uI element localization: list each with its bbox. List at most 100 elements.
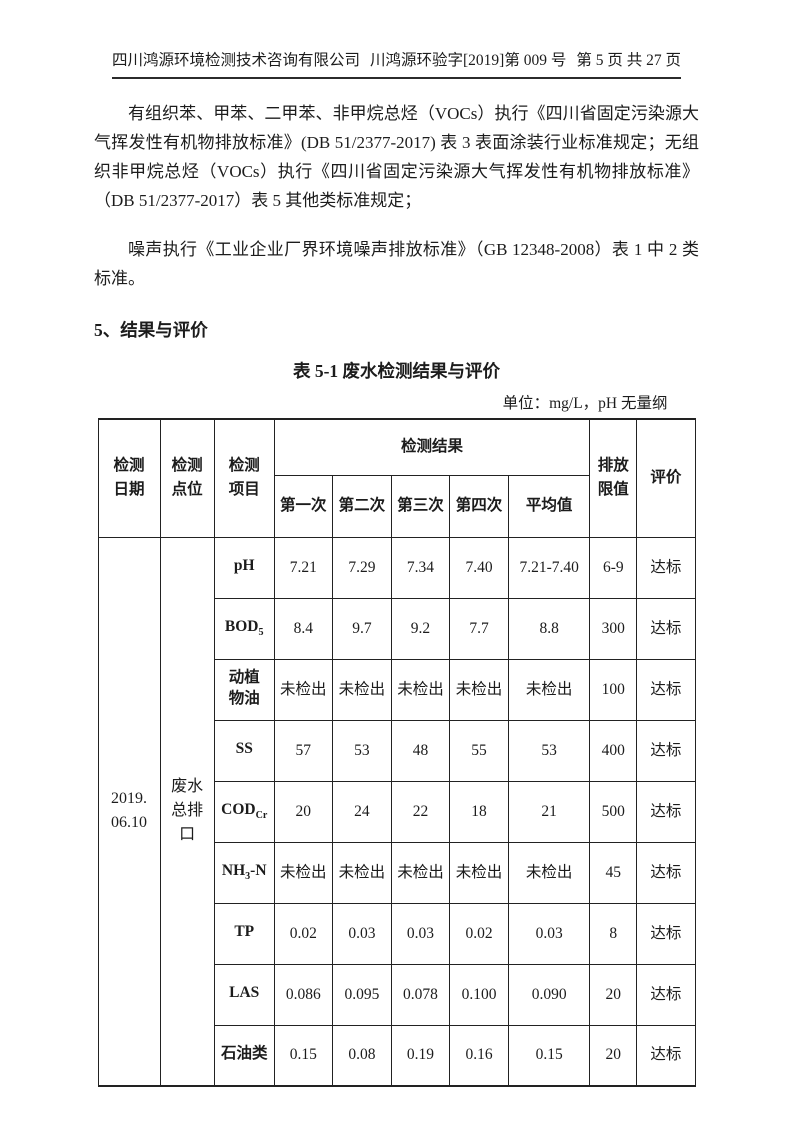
sampling-date: 2019. 06.10 [97, 536, 161, 1087]
col-header-result-group: 检测结果 [273, 418, 591, 476]
result-run2: 未检出 [331, 841, 392, 904]
section-heading: 5、结果与评价 [94, 320, 208, 340]
limit-value: 20 [589, 1024, 638, 1087]
col-header-run2: 第二次 [331, 474, 392, 538]
result-run2: 7.29 [331, 536, 392, 599]
table-row-tp: TP 0.02 0.03 0.03 0.02 0.03 8 达标 [98, 902, 696, 965]
result-average: 未检出 [508, 841, 591, 904]
result-run4: 0.16 [448, 1024, 510, 1087]
header-row-2: 第一次 第二次 第三次 第四次 平均值 [98, 474, 695, 538]
evaluation-value: 达标 [636, 963, 696, 1026]
col-header-date: 检测 日期 [97, 418, 161, 538]
result-run1: 未检出 [273, 841, 333, 904]
result-run2: 24 [331, 780, 392, 843]
result-run1: 57 [273, 719, 333, 782]
evaluation-value: 达标 [636, 1024, 696, 1087]
result-run4: 55 [448, 719, 510, 782]
result-run4: 0.100 [448, 963, 510, 1026]
limit-value: 20 [589, 963, 638, 1026]
result-run1: 未检出 [273, 658, 333, 721]
paragraph-noise-standard: 噪声执行《工业企业厂界环境噪声排放标准》（GB 12348-2008）表 1 中… [94, 240, 699, 288]
result-run2: 0.095 [331, 963, 392, 1026]
param-name: TP [213, 902, 275, 965]
result-run1: 0.086 [273, 963, 333, 1026]
limit-value: 400 [589, 719, 638, 782]
col-header-run3: 第三次 [390, 474, 451, 538]
result-average: 0.15 [508, 1024, 591, 1087]
col-header-evaluation: 评价 [636, 418, 696, 538]
wastewater-result-table: 检测 日期 检测 点位 检测 项目 检测结果 排放 限值 评价 第一次 第二次 … [97, 418, 696, 1087]
col-header-run4: 第四次 [448, 474, 510, 538]
table-title: 表 5-1 废水检测结果与评价 [292, 361, 501, 381]
sampling-point: 废水 总排 口 [159, 536, 215, 1087]
result-average: 0.03 [508, 902, 591, 965]
result-run3: 22 [390, 780, 451, 843]
result-run3: 0.03 [390, 902, 451, 965]
result-average: 53 [508, 719, 591, 782]
evaluation-value: 达标 [636, 719, 696, 782]
col-header-run1: 第一次 [273, 474, 333, 538]
evaluation-value: 达标 [636, 902, 696, 965]
result-run3: 0.19 [390, 1024, 451, 1087]
evaluation-value: 达标 [636, 536, 696, 599]
result-run3: 未检出 [390, 841, 451, 904]
result-run1: 7.21 [273, 536, 333, 599]
limit-value: 45 [589, 841, 638, 904]
page-number: 第 5 页 共 27 页 [576, 52, 681, 69]
evaluation-value: 达标 [636, 658, 696, 721]
table-row-petroleum: 石油类 0.15 0.08 0.19 0.16 0.15 20 达标 [98, 1024, 696, 1087]
result-run1: 0.02 [273, 902, 333, 965]
result-run3: 7.34 [390, 536, 451, 599]
param-name: NH3-N [213, 841, 275, 904]
param-name: CODCr [213, 780, 275, 843]
limit-value: 6-9 [589, 536, 638, 599]
result-run3: 0.078 [390, 963, 451, 1026]
limit-value: 8 [589, 902, 638, 965]
evaluation-value: 达标 [636, 780, 696, 843]
result-average: 0.090 [508, 963, 591, 1026]
result-average: 8.8 [508, 597, 591, 660]
document-body: 有组织苯、甲苯、二甲苯、非甲烷总烃（VOCs）执行《四川省固定污染源大气挥发性有… [94, 79, 699, 1087]
table-row-nh3n: NH3-N 未检出 未检出 未检出 未检出 未检出 45 达标 [98, 841, 696, 904]
result-average: 21 [508, 780, 591, 843]
result-run4: 7.7 [448, 597, 510, 660]
table-row-codcr: CODCr 20 24 22 18 21 500 达标 [98, 780, 696, 843]
result-run2: 9.7 [331, 597, 392, 660]
col-header-item: 检测 项目 [213, 418, 275, 538]
result-run3: 9.2 [390, 597, 451, 660]
result-run4: 未检出 [448, 841, 510, 904]
evaluation-value: 达标 [636, 841, 696, 904]
result-run3: 未检出 [390, 658, 451, 721]
result-run4: 0.02 [448, 902, 510, 965]
table-row-bod5: BOD5 8.4 9.7 9.2 7.7 8.8 300 达标 [98, 597, 696, 660]
param-name: pH [213, 536, 275, 599]
result-run1: 20 [273, 780, 333, 843]
result-run4: 未检出 [448, 658, 510, 721]
param-name: BOD5 [213, 597, 275, 660]
result-run4: 18 [448, 780, 510, 843]
col-header-average: 平均值 [508, 474, 591, 538]
company-name: 四川鸿源环境检测技术咨询有限公司 [112, 52, 361, 69]
page-header: 四川鸿源环境检测技术咨询有限公司 川鸿源环验字[2019]第 009 号 第 5… [112, 48, 681, 79]
result-run2: 0.03 [331, 902, 392, 965]
limit-value: 300 [589, 597, 638, 660]
table-row-las: LAS 0.086 0.095 0.078 0.100 0.090 20 达标 [98, 963, 696, 1026]
result-run2: 0.08 [331, 1024, 392, 1087]
result-run1: 0.15 [273, 1024, 333, 1087]
col-header-limit: 排放 限值 [589, 418, 638, 538]
unit-note: 单位：mg/L，pH 无量纲 [502, 395, 668, 412]
result-run3: 48 [390, 719, 451, 782]
result-average: 未检出 [508, 658, 591, 721]
col-header-point: 检测 点位 [159, 418, 215, 538]
evaluation-value: 达标 [636, 597, 696, 660]
paragraph-vocs-standard: 有组织苯、甲苯、二甲苯、非甲烷总烃（VOCs）执行《四川省固定污染源大气挥发性有… [94, 104, 699, 210]
result-run2: 53 [331, 719, 392, 782]
limit-value: 500 [589, 780, 638, 843]
header-row-1: 检测 日期 检测 点位 检测 项目 检测结果 排放 限值 评价 [97, 418, 696, 538]
result-average: 7.21-7.40 [508, 536, 591, 599]
result-run2: 未检出 [331, 658, 392, 721]
param-name: LAS [213, 963, 275, 1026]
result-run1: 8.4 [273, 597, 333, 660]
param-name: 石油类 [213, 1024, 275, 1087]
param-name: 动植 物油 [213, 658, 275, 721]
